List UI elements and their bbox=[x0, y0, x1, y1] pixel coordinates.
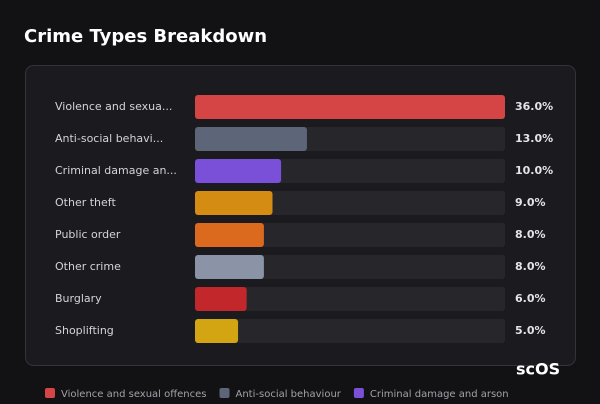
category-label: Violence and sexua... bbox=[55, 100, 172, 113]
bar bbox=[195, 95, 505, 119]
legend-swatch bbox=[45, 388, 55, 398]
category-label: Burglary bbox=[55, 292, 102, 305]
value-label: 8.0% bbox=[515, 228, 546, 241]
bar-track bbox=[195, 255, 505, 279]
bar bbox=[195, 287, 247, 311]
bar bbox=[195, 191, 273, 215]
category-label: Shoplifting bbox=[55, 324, 114, 337]
category-label: Other crime bbox=[55, 260, 121, 273]
legend-label: Violence and sexual offences bbox=[61, 389, 207, 400]
value-label: 5.0% bbox=[515, 324, 546, 337]
bar-track bbox=[195, 287, 505, 311]
category-label: Criminal damage an... bbox=[55, 164, 177, 177]
bar-track bbox=[195, 223, 505, 247]
legend-label: Anti-social behaviour bbox=[236, 389, 342, 400]
bar bbox=[195, 159, 282, 183]
bar-track bbox=[195, 319, 505, 343]
value-label: 6.0% bbox=[515, 292, 546, 305]
legend-label: Criminal damage and arson bbox=[370, 389, 509, 400]
bar bbox=[195, 255, 264, 279]
watermark: scOS bbox=[516, 360, 560, 379]
bar bbox=[195, 127, 307, 151]
category-label: Other theft bbox=[55, 196, 116, 209]
bar bbox=[195, 223, 264, 247]
bar bbox=[195, 319, 239, 343]
value-label: 36.0% bbox=[515, 100, 553, 113]
value-label: 10.0% bbox=[515, 164, 553, 177]
value-label: 8.0% bbox=[515, 260, 546, 273]
chart-title: Crime Types Breakdown bbox=[24, 26, 267, 47]
value-label: 9.0% bbox=[515, 196, 546, 209]
legend-swatch bbox=[219, 388, 230, 398]
category-label: Anti-social behavi... bbox=[55, 132, 163, 145]
category-label: Public order bbox=[55, 228, 121, 241]
legend-swatch bbox=[353, 388, 364, 398]
value-label: 13.0% bbox=[515, 132, 553, 145]
